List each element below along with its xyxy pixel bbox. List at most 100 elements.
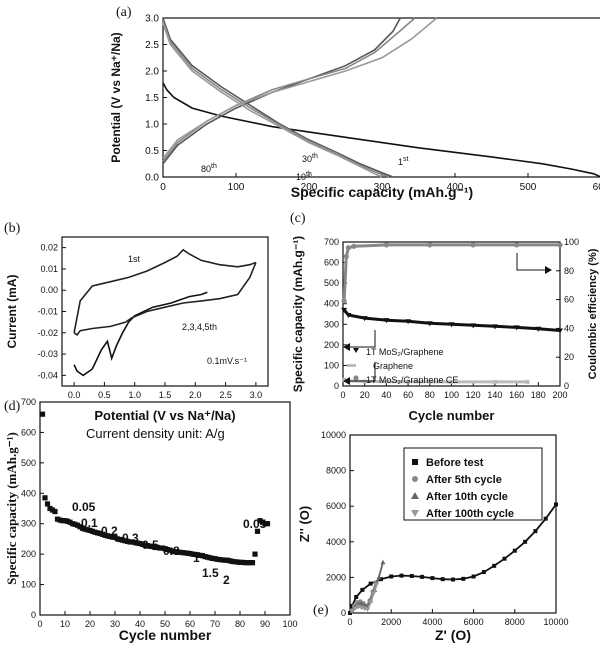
cycle-annotation-suffix: th (312, 153, 318, 160)
x-tick-label: 30 (110, 619, 120, 629)
cycle-annotation: 1st (398, 156, 409, 167)
y-tick-label: 100 (21, 580, 36, 590)
x-tick-label: 100 (282, 619, 297, 629)
y-tick-label: 3.0 (145, 13, 159, 24)
legend-entry: Graphene (373, 361, 413, 371)
x-tick-label: 400 (447, 182, 464, 193)
y-tick-label: 8000 (326, 466, 346, 476)
y-tick-label: 0 (341, 608, 346, 618)
y-tick-label: 10000 (321, 430, 346, 440)
legend-entry: After 100th cycle (426, 508, 514, 520)
y-tick-label: 4000 (326, 537, 346, 547)
rate-label: 0.05 (243, 517, 267, 531)
chart-panel-0: (a) 0 100 200 300 400 500 600 0.0 0.5 1.0 1.5 2.0 2.5… (109, 5, 600, 200)
y-tick-label: 200 (21, 549, 36, 559)
rate-label: 2 (223, 573, 230, 587)
x-tick-label: 6000 (464, 617, 484, 627)
x-axis-label: Cycle number (119, 627, 212, 643)
y-tick-label: 0.01 (40, 264, 58, 274)
x-tick-label: 50 (160, 619, 170, 629)
x-tick-label: 200 (301, 182, 318, 193)
cycle-annotation: 30th (302, 153, 318, 164)
series-line (162, 23, 383, 178)
y-tick-label: 700 (21, 397, 36, 407)
x-tick-label: 90 (260, 619, 270, 629)
plot-frame (349, 434, 557, 614)
data-point (39, 411, 46, 417)
panel-label: (e) (313, 603, 329, 618)
y-tick-label: 400 (21, 488, 36, 498)
y-tick-label: 400 (324, 299, 339, 309)
x-tick-label: 10 (60, 619, 70, 629)
series-line (162, 17, 394, 178)
x-tick-label: 140 (487, 390, 502, 400)
cycle-annotation: 1st (128, 254, 141, 264)
legend-entry: 1T MoS₂/Graphene (366, 347, 443, 357)
data-point (52, 508, 58, 515)
series-line (162, 17, 402, 165)
x-tick-label: 0.0 (68, 390, 81, 400)
x-tick-label: 3.0 (250, 390, 263, 400)
y-tick-label: 300 (324, 319, 339, 329)
x-tick-label: 80 (425, 390, 435, 400)
x-tick-label: 100 (228, 182, 245, 193)
arrow (345, 362, 376, 382)
cycle-annotation-suffix: th (211, 163, 217, 170)
y-tick-label: 1.5 (145, 93, 159, 104)
x-tick-label: 2.0 (189, 390, 202, 400)
y-tick-label: 600 (21, 427, 36, 437)
chart-panel-2: (c)0 20 40 60 80 100 120 140 160 180 2000100200300… (290, 211, 599, 423)
y-tick-label: 600 (324, 258, 339, 268)
x-tick-label: 0 (37, 619, 42, 629)
data-point (380, 559, 386, 565)
series-line (162, 20, 390, 178)
y-tick-label: 1.0 (145, 119, 159, 130)
x-tick-label: 100 (444, 390, 459, 400)
series-line (349, 503, 557, 614)
series-line (162, 17, 438, 159)
x-axis-label: Z' (O) (435, 627, 471, 643)
x-tick-label: 180 (531, 390, 546, 400)
rate-label: 1.5 (202, 566, 219, 580)
y-tick-label: 0.5 (145, 146, 159, 157)
y-axis-label: Specific capacity (mAh.g⁻¹) (291, 236, 305, 392)
legend-marker (353, 375, 359, 381)
data-point (264, 521, 271, 527)
arrow-head (343, 343, 350, 351)
series-line (73, 291, 208, 377)
data-point (342, 377, 347, 382)
legend-marker (412, 476, 418, 482)
x-tick-label: 80 (235, 619, 245, 629)
y2-tick-label: 0 (564, 381, 569, 391)
x-tick-label: 40 (381, 390, 391, 400)
series-line (73, 262, 257, 337)
x-tick-label: 70 (210, 619, 220, 629)
rate-label: 0.3 (122, 531, 139, 545)
legend-entry: 1T MoS₂/Graphene CE (366, 375, 458, 385)
panel-label: (c) (290, 211, 306, 226)
legend-entry: After 5th cycle (426, 474, 502, 486)
x-tick-label: 60 (185, 619, 195, 629)
x-tick-label: 0 (347, 617, 352, 627)
y-tick-label: -0.04 (37, 370, 58, 380)
y2-tick-label: 80 (564, 266, 574, 276)
x-tick-label: 20 (360, 390, 370, 400)
x-tick-label: 8000 (505, 617, 525, 627)
series-line (162, 17, 416, 162)
chart-panel-4: (e) 0 2000 4000 6000 8000 10000 0 2000 4000 6000 80… (297, 430, 569, 643)
y-tick-label: 2.0 (145, 66, 159, 77)
x-tick-label: 40 (135, 619, 145, 629)
x-tick-label: 2.5 (219, 390, 232, 400)
rate-label: 0.05 (72, 500, 96, 514)
legend-marker (412, 459, 418, 465)
y2-tick-label: 20 (564, 352, 574, 362)
y-tick-label: 300 (21, 519, 36, 529)
y-tick-label: 0 (31, 610, 36, 620)
y-tick-label: -0.02 (37, 328, 58, 338)
y-axis-label: Potential (V vs Na⁺/Na) (109, 32, 123, 162)
rate-label: 0.2 (101, 524, 118, 538)
data-point (252, 551, 258, 557)
rate-label: 0.1 (81, 516, 98, 530)
cycle-annotation-suffix: st (403, 156, 409, 163)
